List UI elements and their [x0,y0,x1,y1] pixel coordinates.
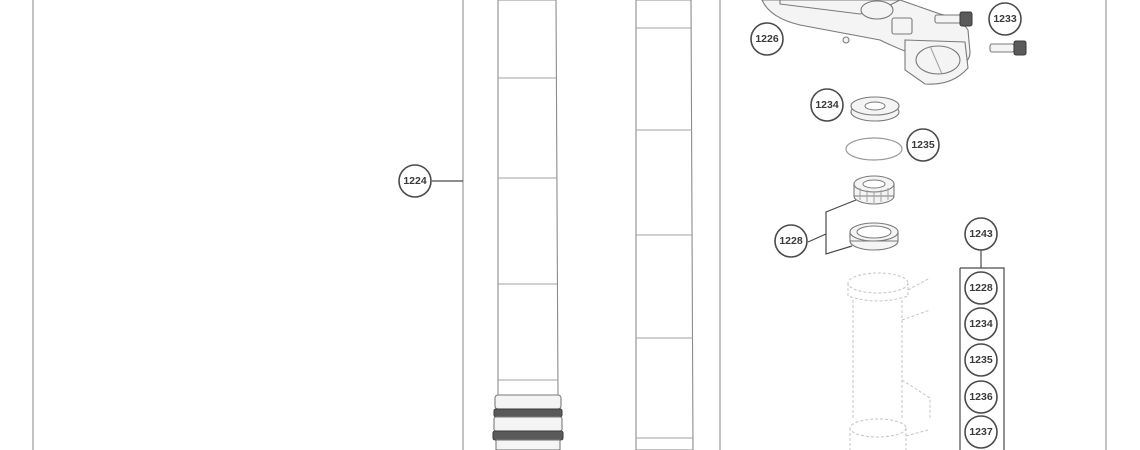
callout-label: 1226 [755,33,779,45]
kit-bracket [959,250,1005,450]
leader-1228 [807,199,857,255]
callout-1233: 1233 [988,2,1022,36]
callout-label: 1234 [969,318,993,330]
kit-callout-item: 1228 [964,271,998,305]
callout-label: 1235 [911,139,935,151]
callout-label: 1228 [779,235,803,247]
callout-label: 1237 [969,426,993,438]
kit-callouts: 1228 1234 1235 1236 1237 [964,271,998,449]
callout-1228: 1228 [774,224,808,258]
steering-stem-ghost [847,272,931,450]
kit-callout-item: 1236 [964,380,998,414]
kit-callout-item: 1234 [964,307,998,341]
triple-clamp [761,0,971,85]
callout-label: 1236 [969,391,993,403]
fork-tube-left [492,0,564,450]
kit-callout-item: 1237 [964,415,998,449]
callout-1224: 1224 [398,164,432,198]
callout-label: 1235 [969,354,993,366]
o-ring [845,137,903,161]
callout-label: 1224 [403,175,427,187]
kit-callout-item: 1235 [964,343,998,377]
callout-1243: 1243 [964,217,998,251]
callout-1235: 1235 [906,128,940,162]
callout-1234: 1234 [810,88,844,122]
dust-seal [850,96,900,122]
bearing-race [849,222,899,251]
callout-1226: 1226 [750,22,784,56]
callout-label: 1233 [993,13,1017,25]
callout-label: 1243 [969,228,993,240]
clamp-bolts [934,11,1027,56]
callout-label: 1228 [969,282,993,294]
bearing-roller [853,175,895,205]
callout-label: 1234 [815,99,839,111]
diagram-frame [32,0,1107,450]
fork-tube-right [635,0,694,450]
